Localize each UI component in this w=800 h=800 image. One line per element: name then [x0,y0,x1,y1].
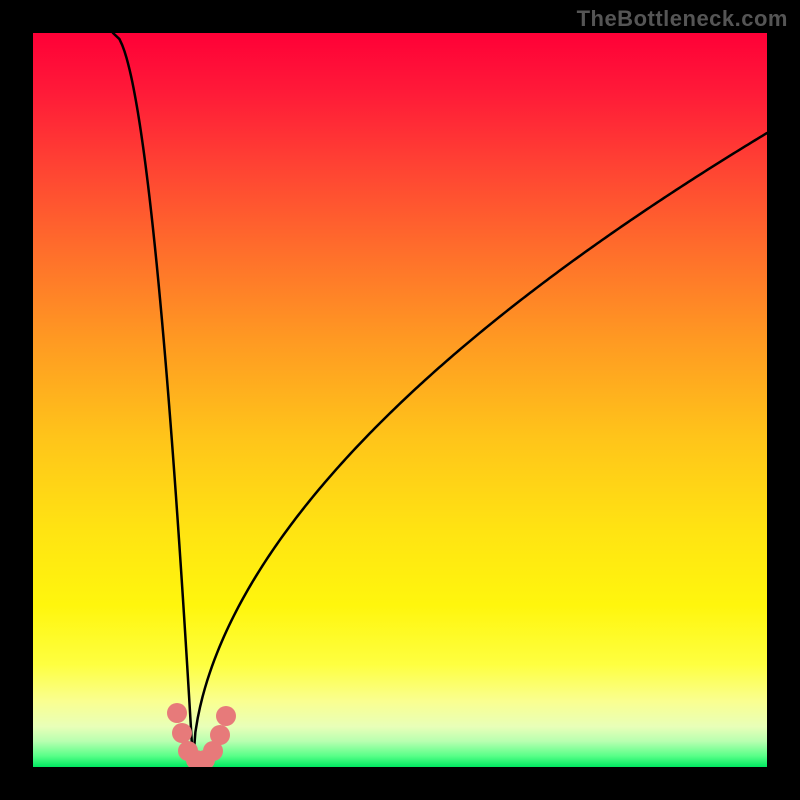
curve-marker [216,706,236,726]
curve-marker [172,723,192,743]
chart-container: TheBottleneck.com [0,0,800,800]
curve-marker [167,703,187,723]
bottleneck-chart [33,33,767,767]
curve-marker [210,725,230,745]
watermark-text: TheBottleneck.com [577,6,788,32]
